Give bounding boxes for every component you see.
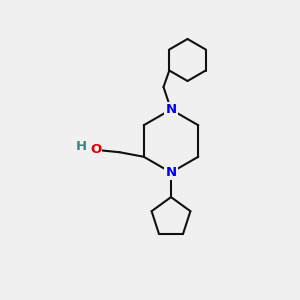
Text: N: N — [165, 166, 177, 179]
Text: H: H — [76, 140, 87, 153]
Text: O: O — [90, 143, 101, 156]
Text: N: N — [165, 103, 177, 116]
